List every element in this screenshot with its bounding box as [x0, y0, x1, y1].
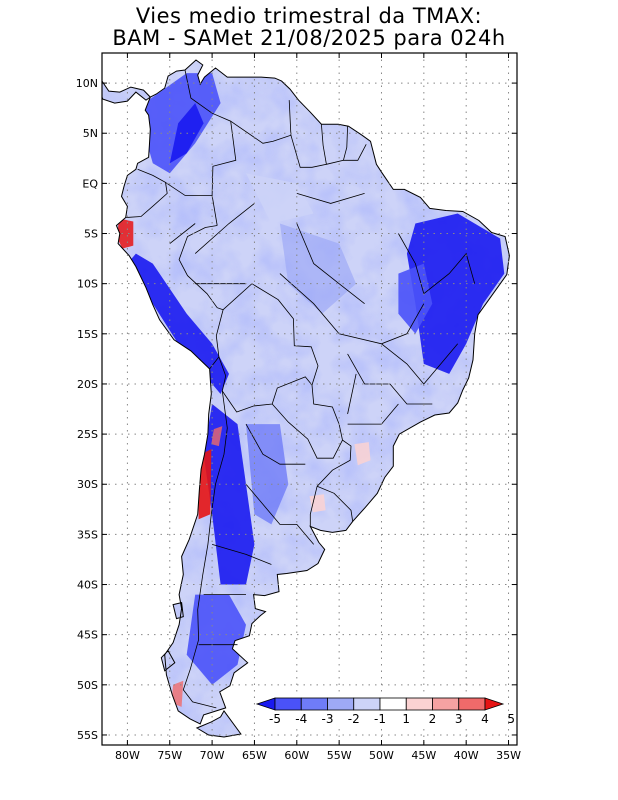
- lat-label: 5N: [83, 127, 98, 140]
- border-line-30: [169, 223, 196, 244]
- legend-label: -1: [374, 712, 386, 726]
- border-line-20: [347, 403, 399, 425]
- uruguay-warm-bias: [309, 494, 326, 513]
- legend-label: 5: [507, 712, 515, 726]
- patagonia-bias: [186, 594, 246, 685]
- lat-label: 45S: [77, 629, 98, 642]
- map-title-line-1: Vies medio trimestral da TMAX:: [135, 4, 483, 28]
- border-line-15: [296, 223, 365, 305]
- lat-label: 15S: [77, 328, 98, 341]
- legend-label: 1: [402, 712, 410, 726]
- border-line-1: [230, 100, 292, 144]
- ne-brazil-cold-bias: [406, 213, 505, 374]
- legend-swatch-6: [405, 697, 433, 711]
- lon-label: 75W: [157, 749, 182, 762]
- border-line-8: [222, 283, 319, 386]
- legend-label: 2: [429, 712, 437, 726]
- border-line-13: [316, 485, 354, 522]
- axis-ticks: [102, 53, 517, 745]
- legend-swatch-2: [300, 697, 328, 711]
- border-line-9: [218, 356, 313, 413]
- colorbar-legend: -5 -4 -3 -2 -1 1 2 3 4 5: [255, 693, 515, 729]
- lon-label: 70W: [200, 749, 225, 762]
- legend-label: 3: [455, 712, 463, 726]
- amazon-bias: [279, 223, 357, 314]
- graticule: [102, 53, 517, 745]
- border-line-6: [165, 182, 213, 196]
- border-line-27: [194, 203, 255, 254]
- legend-swatch-4: [353, 697, 381, 711]
- border-line-3: [326, 126, 348, 165]
- lon-label: 60W: [284, 749, 309, 762]
- coastline: [102, 59, 510, 738]
- chaco-bias: [246, 424, 289, 525]
- lat-label: 30S: [77, 478, 98, 491]
- legend-label: -5: [269, 712, 281, 726]
- legend-swatch-7: [432, 697, 460, 711]
- lon-label: 65W: [242, 749, 267, 762]
- latitude-labels: 10N 5N EQ 5S 10S 15S 20S 25S 30S 35S 40S 45S 50S 55S: [76, 77, 99, 742]
- atacama-warm-bias: [211, 426, 223, 447]
- border-line-2: [290, 124, 327, 168]
- legend-label: -3: [322, 712, 334, 726]
- lat-label: 10N: [76, 77, 98, 90]
- border-line-16: [279, 273, 425, 345]
- border-line-19: [381, 343, 459, 385]
- lat-label: 35S: [77, 528, 98, 541]
- border-line-28: [296, 193, 365, 204]
- amazon-north-bias: [246, 173, 314, 224]
- lat-label: 25S: [77, 428, 98, 441]
- border-line-17: [398, 233, 476, 295]
- border-line-11: [271, 403, 343, 459]
- lon-label: 40W: [454, 749, 479, 762]
- border-line-5: [125, 168, 168, 218]
- legend-arrow-high: [484, 697, 505, 711]
- bias-blobs: [117, 73, 505, 707]
- lat-label: 10S: [77, 278, 98, 291]
- legend-swatch-5: [379, 697, 407, 711]
- legend-swatch-8: [458, 697, 486, 711]
- legend-label: 4: [481, 712, 489, 726]
- longitude-labels: 80W 75W 70W 65W 60W 55W 50W 45W 40W 35W: [115, 749, 521, 762]
- lon-label: 50W: [369, 749, 394, 762]
- border-line-23: [245, 483, 315, 545]
- legend-label: -2: [348, 712, 360, 726]
- lon-label: 35W: [496, 749, 521, 762]
- lat-label: 40S: [77, 579, 98, 592]
- border-line-10: [182, 390, 228, 709]
- border-line-18: [347, 353, 433, 405]
- border-line-21: [347, 373, 357, 415]
- border-line-22: [245, 423, 306, 465]
- andes-south-bias: [203, 404, 255, 585]
- legend-swatch-3: [327, 697, 355, 711]
- lon-label: 80W: [115, 749, 140, 762]
- andes-central-bias: [127, 253, 229, 394]
- border-line-24: [211, 544, 272, 565]
- lat-label: 55S: [77, 729, 98, 742]
- lon-label: 45W: [411, 749, 436, 762]
- lon-label: 55W: [327, 749, 352, 762]
- border-line-12: [311, 384, 352, 487]
- lat-label: EQ: [82, 177, 98, 190]
- lat-label: 20S: [77, 378, 98, 391]
- lat-label: 5S: [84, 228, 98, 241]
- map-title-line-2: BAM - SAMet 21/08/2025 para 024h: [112, 26, 506, 50]
- lat-label: 50S: [77, 679, 98, 692]
- south-brazil-warm-bias: [354, 442, 371, 466]
- legend-swatch-1: [274, 697, 302, 711]
- legend-label: -4: [295, 712, 307, 726]
- map-frame: [101, 52, 518, 746]
- border-line-4: [343, 144, 367, 161]
- peru-coast-warm-bias: [117, 218, 134, 249]
- border-line-14: [309, 486, 318, 527]
